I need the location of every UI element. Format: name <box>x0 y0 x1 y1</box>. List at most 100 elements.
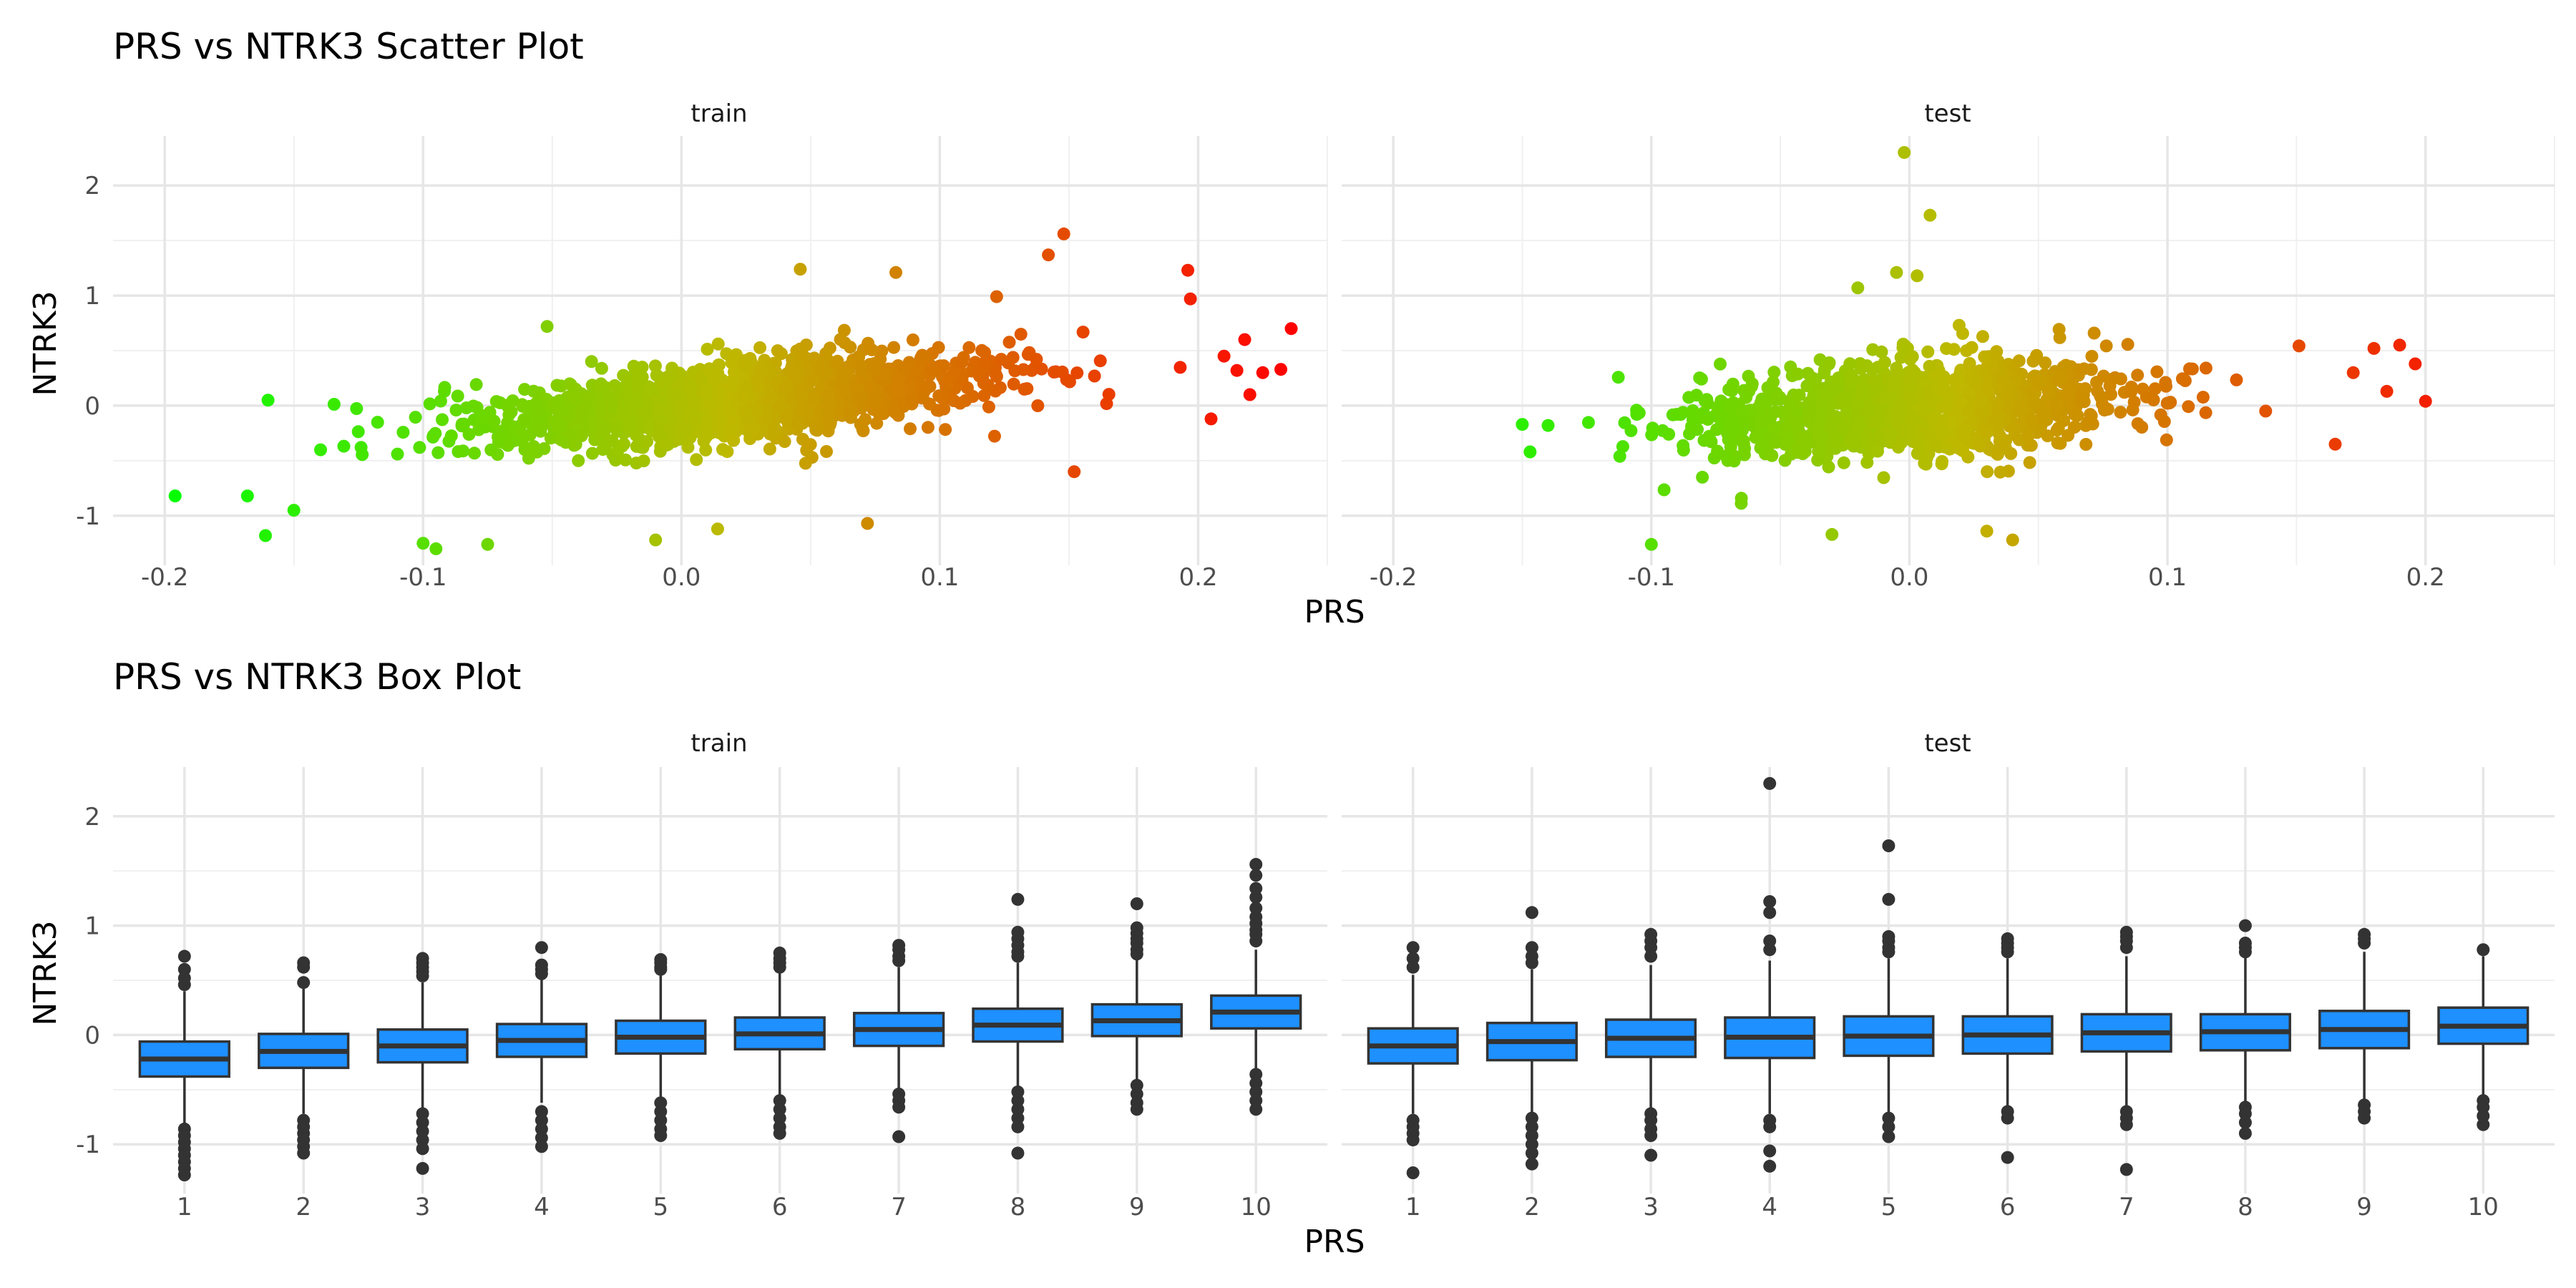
scatter-point <box>1980 525 1994 538</box>
outlier-point <box>1406 941 1420 955</box>
scatter-point <box>597 424 611 438</box>
scatter-point <box>1767 366 1781 379</box>
scatter-point <box>2259 404 2273 418</box>
scatter-point <box>2393 338 2406 352</box>
outlier-point <box>297 976 311 990</box>
scatter-point <box>1919 404 1933 417</box>
scatter-point <box>972 365 985 379</box>
scatter-point <box>1963 357 1976 370</box>
scatter-point <box>794 263 807 276</box>
scatter-point <box>1711 401 1724 414</box>
scatter-point <box>2182 400 2195 414</box>
outlier-point <box>416 969 429 982</box>
scatter-point <box>449 404 463 417</box>
scatter-point <box>1825 527 1839 541</box>
scatter-point <box>569 438 582 452</box>
scatter-point <box>975 343 989 357</box>
outlier-point <box>297 1146 311 1160</box>
outlier-point <box>1525 1146 1538 1160</box>
scatter-point <box>1958 423 1972 436</box>
scatter-point <box>774 347 788 361</box>
scatter-facet-label-test: test <box>1924 99 1971 128</box>
scatter-point <box>1868 374 1882 387</box>
scatter-point <box>2030 348 2044 362</box>
scatter-point <box>426 429 440 442</box>
scatter-point <box>955 356 968 369</box>
scatter-point <box>1274 363 1287 376</box>
scatter-point <box>619 453 633 467</box>
scatter-point <box>630 439 643 453</box>
scatter-point <box>1852 419 1865 431</box>
scatter-point <box>855 390 868 404</box>
scatter-point <box>1922 428 1936 441</box>
scatter-point <box>2015 401 2029 415</box>
scatter-point <box>2147 393 2160 406</box>
scatter-point <box>1870 416 1883 429</box>
box-test-6 <box>1961 932 2054 1164</box>
scatter-point <box>690 453 703 467</box>
scatter-point <box>939 423 952 436</box>
box-x-tick-label: 1 <box>177 1193 192 1221</box>
scatter-point <box>2230 373 2243 386</box>
scatter-point <box>530 414 543 427</box>
scatter-point <box>919 381 933 394</box>
scatter-point <box>632 382 645 395</box>
scatter-point <box>658 438 671 452</box>
scatter-point <box>1243 388 1257 401</box>
scatter-point <box>1630 404 1644 417</box>
scatter-point <box>2108 371 2122 384</box>
box-test-10 <box>2437 943 2529 1131</box>
scatter-point <box>1093 354 1107 368</box>
outlier-point <box>1525 1138 1538 1151</box>
box-test-8 <box>2199 919 2291 1140</box>
scatter-point <box>763 442 776 456</box>
box-test-3 <box>1604 927 1697 1162</box>
scatter-x-tick-label: 0.2 <box>1179 563 1217 592</box>
scatter-point <box>1981 426 1994 439</box>
scatter-point <box>699 430 713 444</box>
scatter-point <box>1994 465 2007 479</box>
scatter-point <box>796 349 810 363</box>
scatter-point <box>1738 441 1752 455</box>
scatter-point <box>2085 349 2099 363</box>
scatter-point <box>628 427 642 441</box>
scatter-point <box>995 353 1008 366</box>
scatter-point <box>932 341 945 354</box>
scatter-point <box>1837 456 1850 469</box>
outlier-point <box>654 962 668 976</box>
scatter-point <box>889 265 902 279</box>
scatter-point <box>506 394 519 408</box>
scatter-point <box>1770 436 1783 449</box>
scatter-point <box>287 504 301 517</box>
scatter-point <box>618 396 631 409</box>
box-train-1 <box>138 950 230 1181</box>
scatter-point <box>2099 339 2113 353</box>
scatter-point <box>823 418 836 431</box>
scatter-point <box>906 333 919 346</box>
scatter-point <box>455 417 469 431</box>
scatter-point <box>639 408 653 421</box>
scatter-point <box>819 353 832 366</box>
scatter-point <box>2068 408 2082 421</box>
outlier-point <box>773 1126 786 1140</box>
scatter-point <box>2087 326 2101 340</box>
scatter-point <box>701 343 714 356</box>
outlier-point <box>1249 858 1263 871</box>
outlier-point <box>1249 882 1263 895</box>
outlier-point <box>2358 1111 2371 1125</box>
scatter-point <box>1812 444 1825 458</box>
scatter-point <box>1002 336 1016 349</box>
box-train-4 <box>495 941 588 1153</box>
scatter-point <box>688 396 702 409</box>
scatter-point <box>413 441 426 454</box>
box-y-tick-label: -1 <box>76 1131 100 1159</box>
scatter-point <box>2131 369 2145 382</box>
scatter-point <box>2159 376 2172 389</box>
scatter-point <box>530 396 543 410</box>
box-x-tick-label: 9 <box>1129 1193 1145 1221</box>
box-x-tick-label: 7 <box>2119 1193 2135 1221</box>
scatter-point <box>1923 359 1936 373</box>
scatter-point <box>2054 436 2067 450</box>
scatter-point <box>608 379 622 392</box>
